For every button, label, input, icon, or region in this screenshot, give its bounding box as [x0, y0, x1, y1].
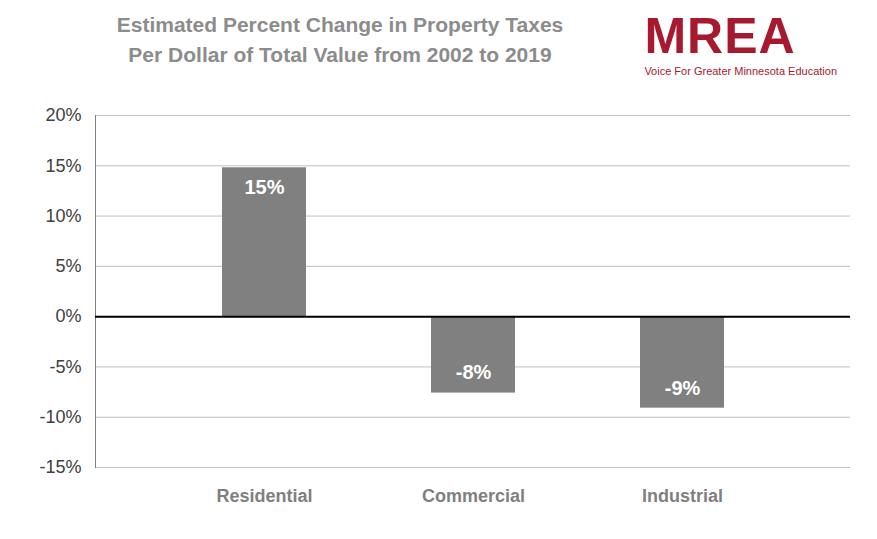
svg-text:Industrial: Industrial	[642, 486, 723, 506]
svg-text:0%: 0%	[55, 306, 81, 326]
svg-text:10%: 10%	[45, 206, 81, 226]
svg-text:15%: 15%	[45, 156, 81, 176]
svg-text:-8%: -8%	[456, 361, 492, 383]
html-text:Estimated Percent Change in Pr: Estimated Percent Change in Property Tax…	[116, 13, 564, 36]
svg-text:-5%: -5%	[49, 357, 81, 377]
html-text:Voice For Greater Minnesota Ed: Voice For Greater Minnesota Education	[644, 65, 837, 77]
svg-text:-10%: -10%	[39, 407, 81, 427]
svg-text:-15%: -15%	[39, 457, 81, 477]
html-text:MREA: MREA	[644, 8, 796, 64]
svg-text:20%: 20%	[45, 105, 81, 125]
svg-text:-9%: -9%	[665, 377, 701, 399]
svg-text:5%: 5%	[55, 256, 81, 276]
svg-text:Residential: Residential	[216, 486, 312, 506]
svg-text:15%: 15%	[244, 176, 284, 198]
html-text:Per Dollar of Total Value from: Per Dollar of Total Value from 2002 to 2…	[128, 43, 552, 66]
svg-text:Commercial: Commercial	[422, 486, 525, 506]
